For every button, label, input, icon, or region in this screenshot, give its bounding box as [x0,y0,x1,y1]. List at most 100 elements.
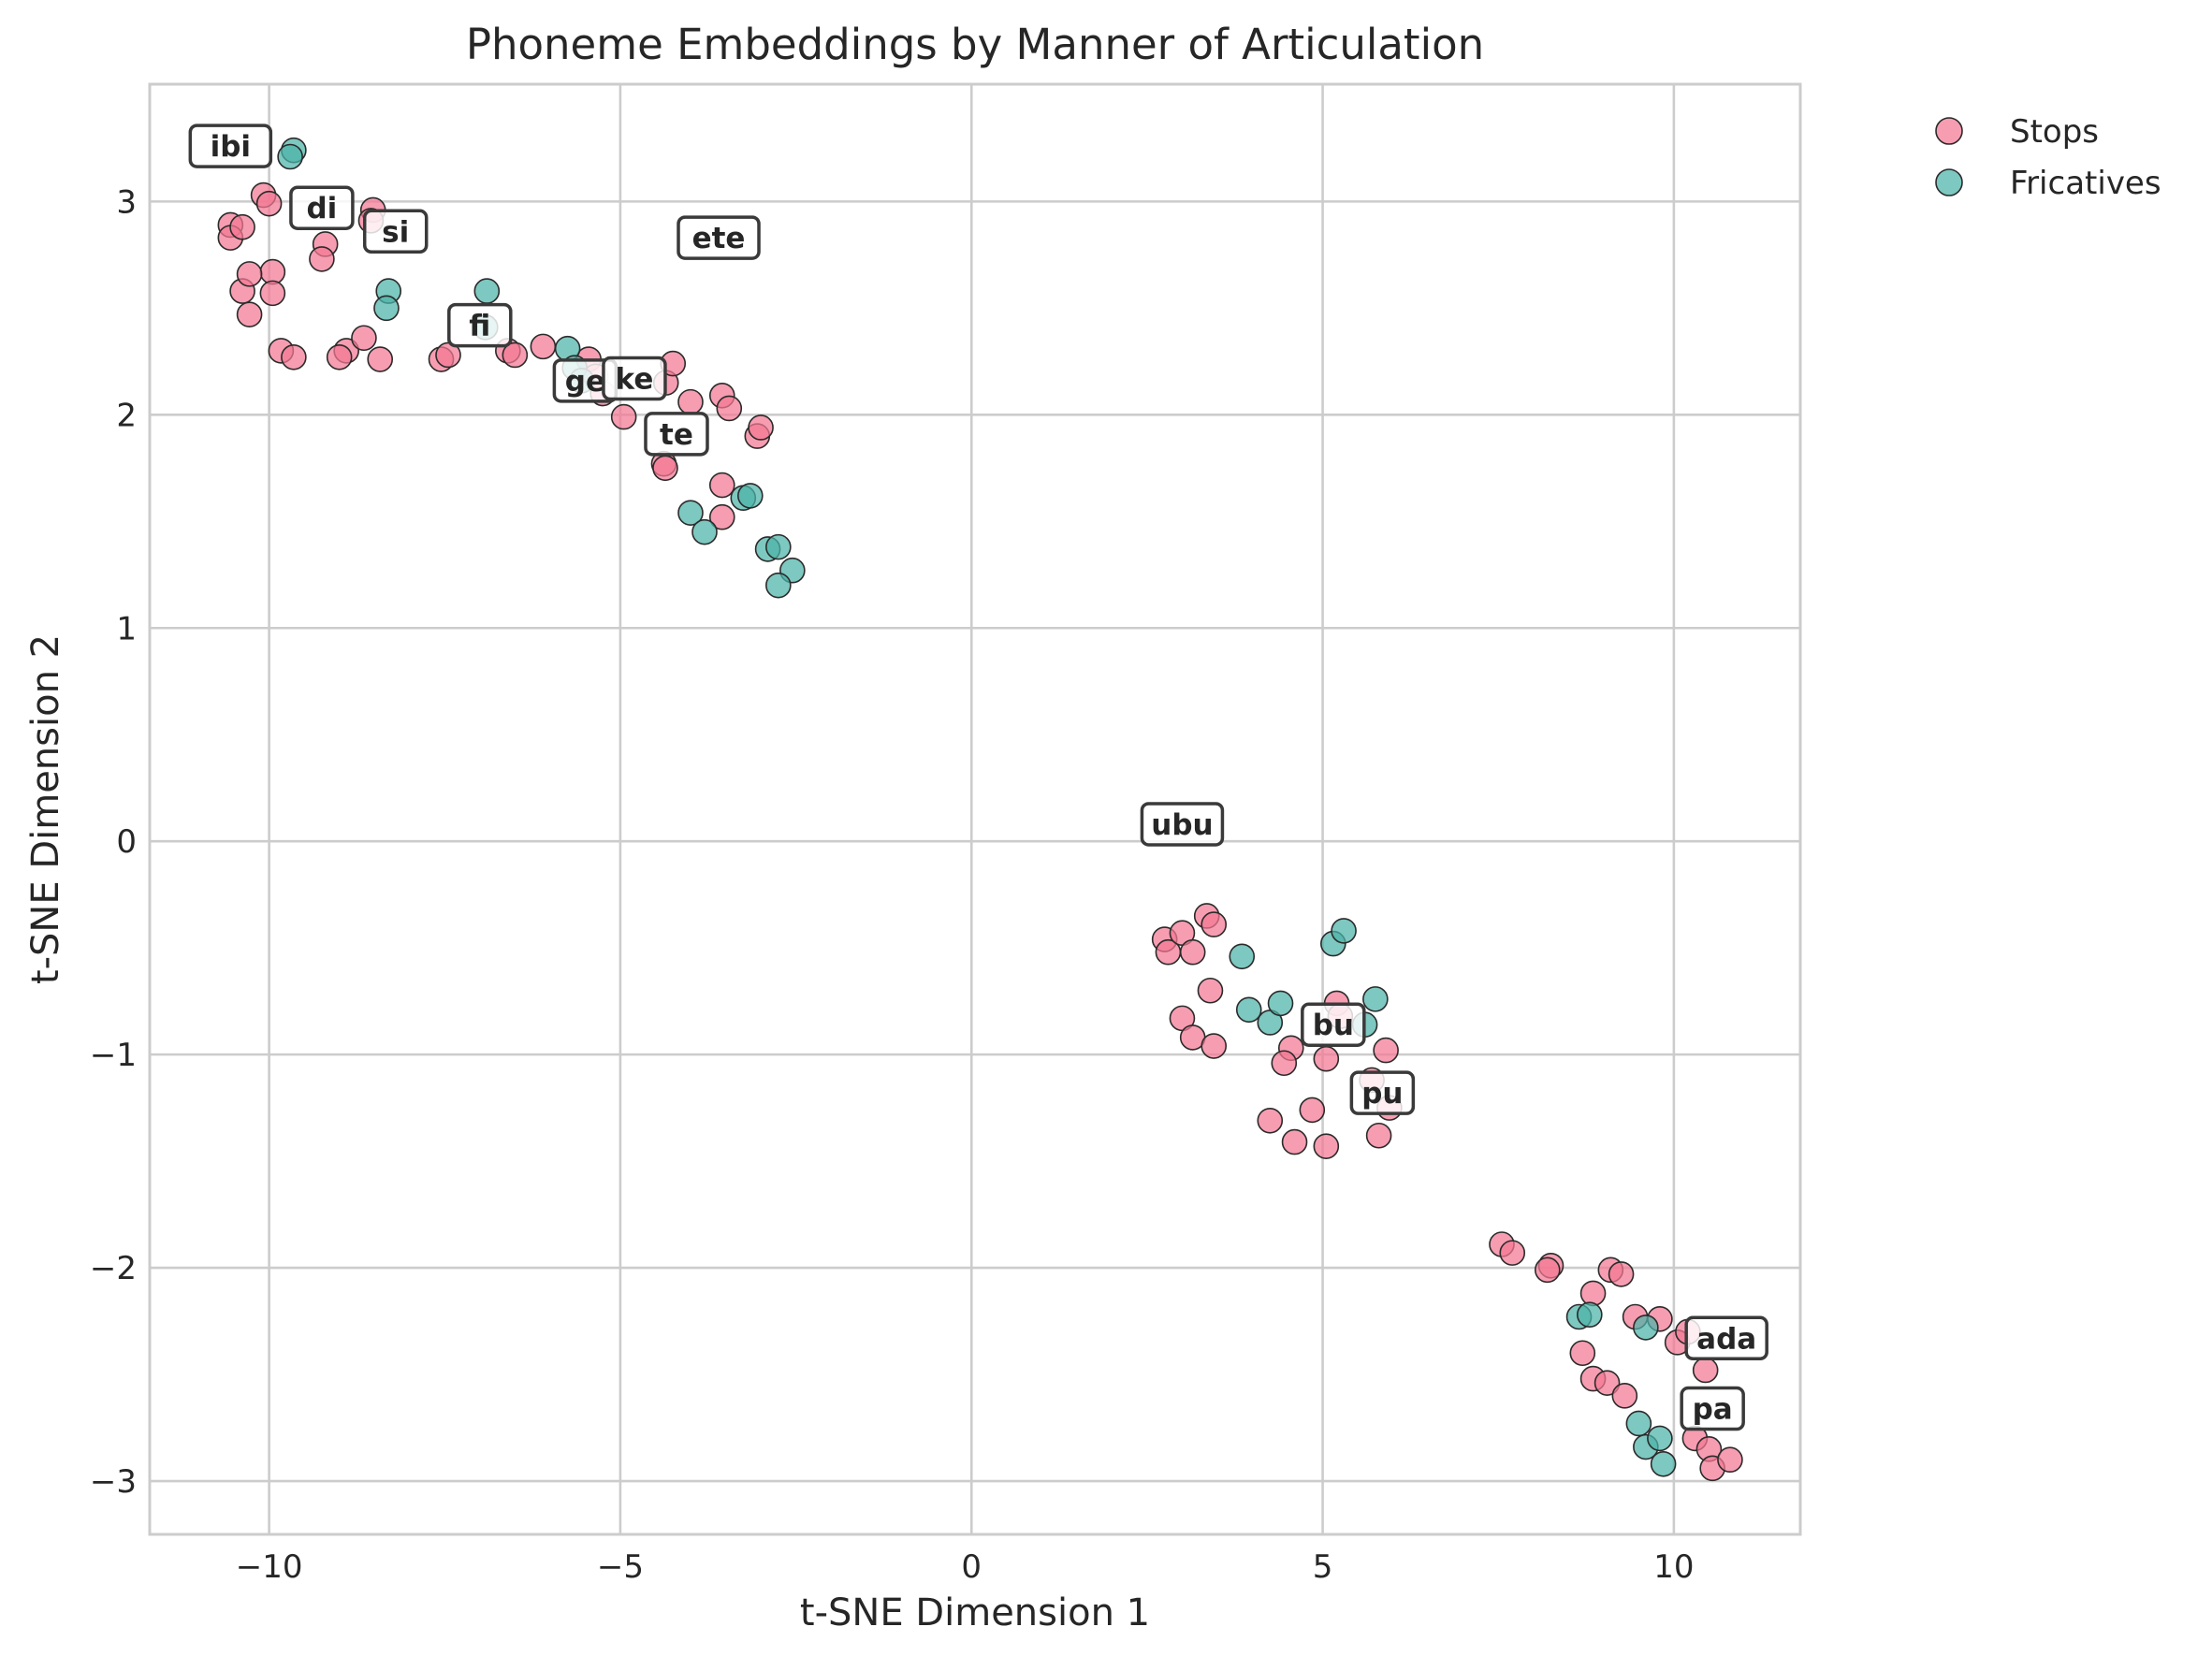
annotation-label: pu [1361,1077,1403,1111]
data-point [1299,1097,1326,1124]
data-point [351,325,377,352]
data-point [1633,1315,1659,1341]
data-point [1499,1240,1526,1266]
data-point [1179,938,1206,966]
annotation-label: ubu [1151,808,1213,842]
data-point [229,213,255,240]
data-points [217,137,1743,1482]
legend: Stops Fricatives [1935,113,2161,202]
data-point [652,455,678,482]
legend-label: Fricatives [2010,165,2161,202]
plot-frame [148,82,1802,1536]
annotation-label: te [660,418,693,452]
legend-marker [1935,117,1963,145]
data-point [708,503,735,530]
y-tick-label: 1 [116,610,137,647]
data-point [367,346,394,372]
data-point [236,301,263,327]
data-point [1534,1257,1561,1284]
annotation-label: ibi [211,130,251,164]
annotation-fi: fi [447,302,513,348]
data-point [1201,911,1228,937]
y-tick-label: −2 [90,1250,137,1287]
data-point [236,261,263,287]
data-point [677,500,704,526]
data-point [1625,1410,1652,1437]
y-tick-label: 3 [116,183,137,221]
data-point [277,143,303,170]
x-tick-label: −5 [597,1548,644,1586]
annotation-box [644,412,709,457]
grid-lines [150,84,1800,1534]
annotation-label: bu [1313,1009,1354,1042]
data-point [1257,1107,1284,1134]
data-point [1608,1261,1635,1287]
annotation-box [289,185,355,230]
data-point [326,343,353,370]
data-point [1717,1446,1743,1474]
annotation-box [1684,1315,1768,1361]
data-point [1692,1357,1719,1384]
annotation-ada: ada [1684,1315,1768,1361]
chart-title: Phoneme Embeddings by Manner of Articula… [466,20,1484,69]
x-tick-label: −10 [236,1548,303,1586]
annotation-di: di [289,185,355,230]
data-point [1229,943,1256,970]
data-point [748,414,774,441]
data-point [1331,918,1357,944]
legend-marker [1935,168,1963,196]
annotation-label: ke [616,363,654,397]
data-point [259,280,286,307]
data-point [1569,1340,1596,1367]
annotation-label: si [382,215,409,249]
data-point [1201,1033,1228,1059]
data-point [502,341,529,369]
data-point [1362,986,1389,1012]
data-point [530,333,557,360]
y-tick-label: 2 [116,397,137,434]
data-point [1373,1037,1399,1064]
data-point [765,533,792,560]
data-point [1611,1383,1638,1409]
annotation-bu: bu [1301,1002,1366,1047]
data-point [1365,1122,1392,1149]
annotation-si: si [362,209,429,254]
data-point [309,246,335,272]
x-tick-label: 5 [1313,1548,1333,1586]
annotation-pu: pu [1349,1070,1416,1115]
y-tick-label: −1 [90,1037,137,1074]
data-point [1197,977,1224,1004]
series-fricatives [277,137,1677,1477]
annotation-box [447,302,513,348]
data-point [1579,1280,1607,1307]
annotation-te: te [644,412,709,457]
annotation-box [188,123,273,168]
data-point [765,572,792,599]
data-point [1235,996,1262,1024]
legend-entry-fricatives: Fricatives [1935,165,2161,202]
data-point [1577,1301,1603,1329]
annotation-ke: ke [602,356,667,401]
annotation-box [677,215,761,260]
x-axis-label: t-SNE Dimension 1 [800,1591,1150,1634]
annotation-ibi: ibi [188,123,273,168]
series-stops [217,182,1743,1482]
y-tick-label: −3 [90,1463,137,1501]
y-axis-label: t-SNE Dimension 2 [24,634,67,984]
annotation-box [602,356,667,401]
data-point [1313,1133,1340,1159]
data-point [1267,990,1294,1017]
annotation-label: ada [1696,1322,1756,1356]
data-point [736,483,764,509]
annotation-box [1349,1070,1416,1115]
annotation-label: ete [692,222,746,255]
data-point [610,403,637,430]
annotation-ge: ge [552,358,618,403]
data-point [1650,1450,1677,1477]
annotation-box [1301,1002,1366,1047]
annotation-pa: pa [1680,1386,1745,1431]
data-point [1594,1370,1621,1396]
